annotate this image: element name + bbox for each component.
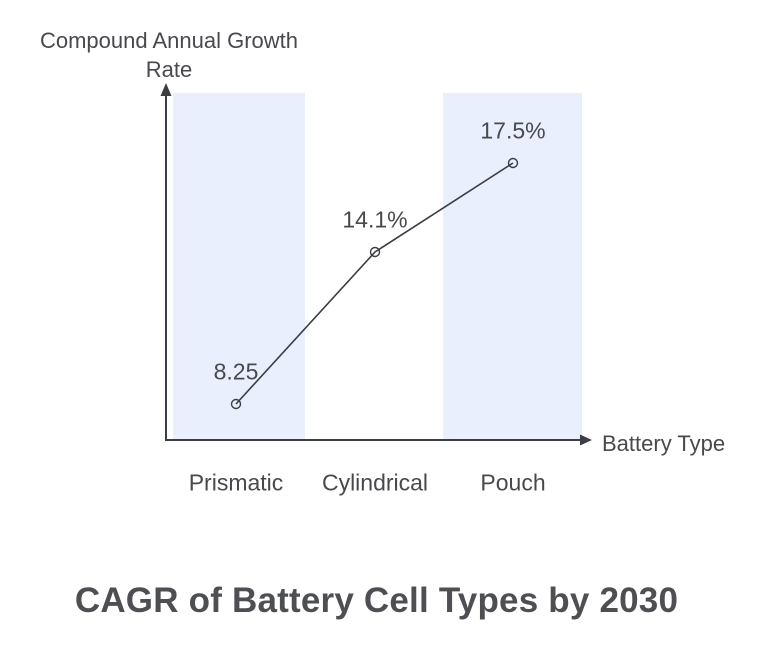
data-point-marker: [369, 246, 381, 258]
x-tick-label: Pouch: [480, 469, 546, 496]
x-tick-label: Prismatic: [188, 469, 284, 496]
data-point-label: 17.5%: [480, 117, 546, 144]
x-axis-title: Battery Type: [602, 431, 726, 456]
y-axis-title-line1: Compound Annual Growth: [39, 28, 299, 53]
chart-title: CAGR of Battery Cell Types by 2030: [74, 581, 679, 620]
highlight-band-prismatic: [173, 93, 305, 440]
series-line: [235, 162, 514, 405]
x-axis-arrowhead: [580, 434, 592, 446]
data-point-marker: [230, 398, 242, 410]
y-axis-title-line2: Rate: [145, 57, 193, 83]
data-point-label: 8.25: [213, 358, 259, 385]
highlight-band-pouch: [443, 93, 582, 440]
x-tick-label: Cylindrical: [321, 469, 429, 496]
data-point-label: 14.1%: [342, 206, 408, 233]
series-markers: [230, 157, 519, 410]
y-axis-arrowhead: [160, 83, 172, 96]
y-axis-title: Compound Annual Growth Rate: [39, 26, 299, 84]
data-point-marker: [507, 157, 519, 169]
